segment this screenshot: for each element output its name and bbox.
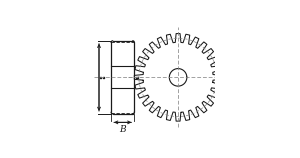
Text: B: B xyxy=(119,125,126,134)
